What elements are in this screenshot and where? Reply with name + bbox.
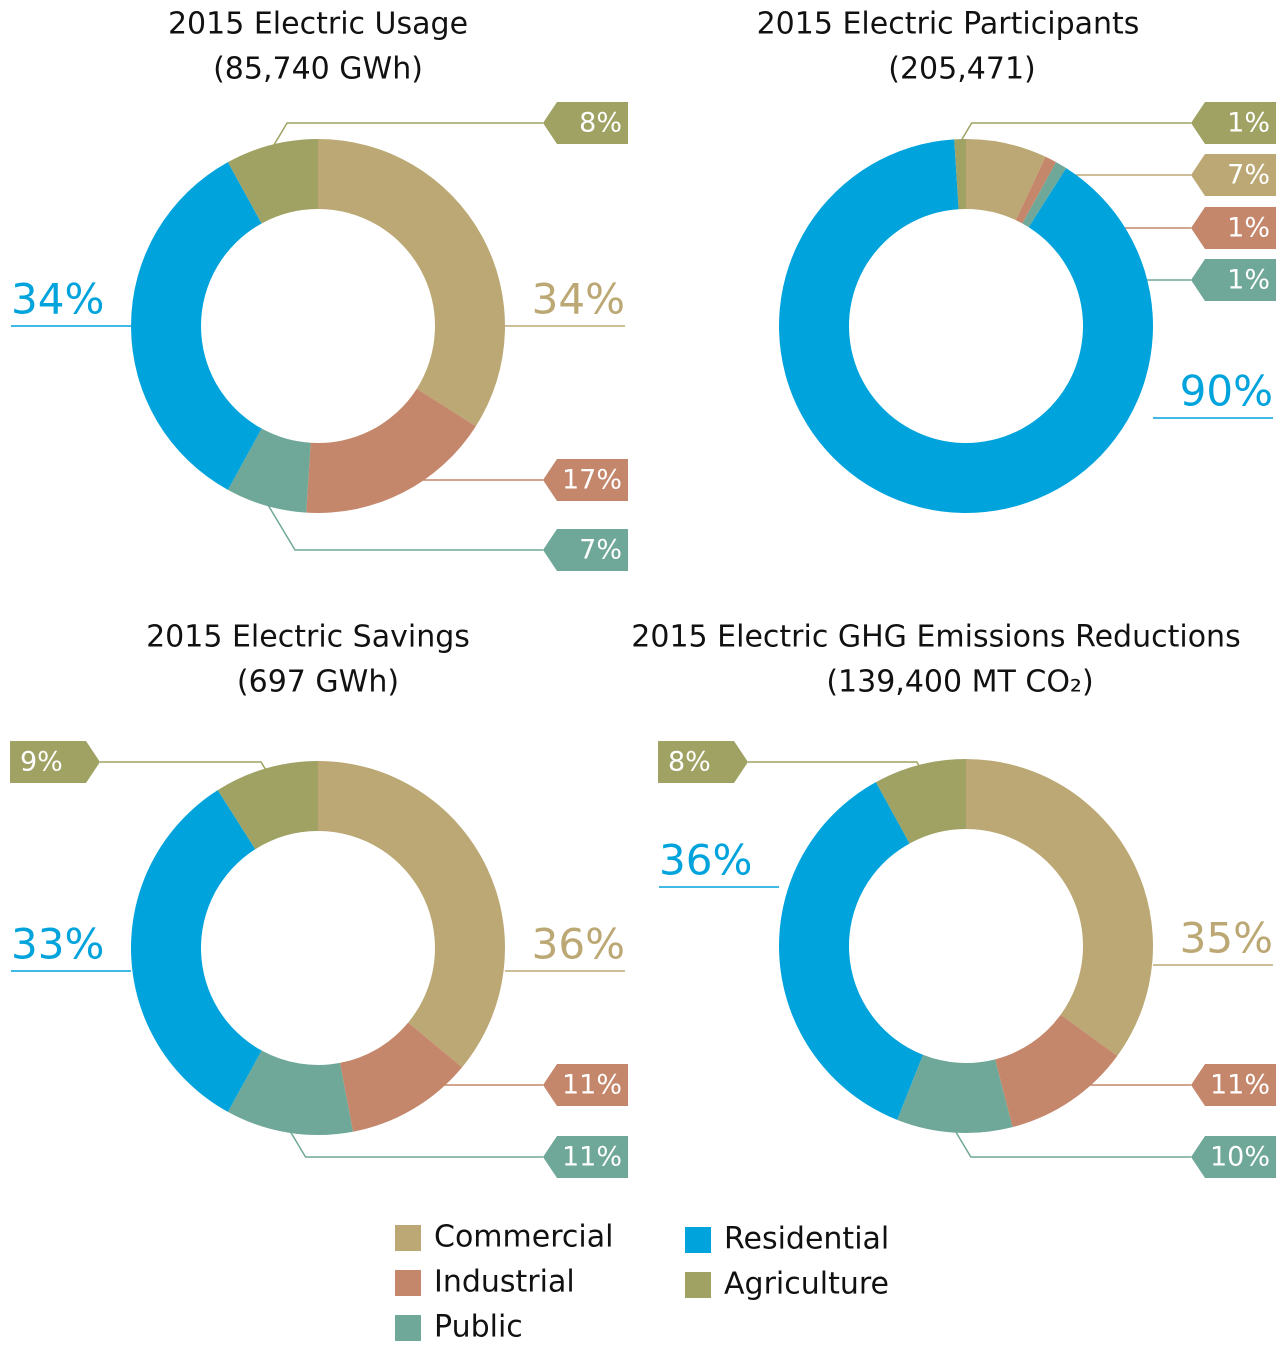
leader-line: [271, 122, 543, 149]
label-flag: [658, 741, 748, 783]
value-label: 8%: [579, 108, 622, 139]
leader-line: [266, 502, 543, 551]
value-label: 1%: [1227, 213, 1270, 244]
donut-slice: [318, 139, 505, 427]
chart-subtitle: (139,400 MT CO₂): [826, 665, 1093, 700]
donut-slice: [875, 759, 966, 844]
donut-slice: [778, 139, 1153, 513]
leader-line: [959, 122, 1191, 143]
label-flag: [1191, 102, 1276, 144]
leader-line: [400, 479, 543, 491]
label-flag: [1191, 154, 1276, 196]
label-flag: [10, 741, 100, 783]
donut-slice: [227, 1050, 354, 1135]
leader-line: [411, 1084, 543, 1107]
legend-label: Industrial: [434, 1265, 575, 1300]
donut-slice: [966, 139, 1046, 221]
leader-line: [1005, 146, 1191, 176]
value-label: 33%: [11, 920, 104, 969]
legend-label: Commercial: [434, 1220, 613, 1255]
value-label: 34%: [532, 275, 625, 324]
donut-slice: [217, 761, 318, 850]
value-label: 34%: [11, 275, 104, 324]
value-label: 90%: [1180, 367, 1273, 416]
legend-swatch: [685, 1272, 711, 1298]
legend-label: Agriculture: [724, 1267, 889, 1302]
value-label: 1%: [1227, 108, 1270, 139]
leader-line: [1068, 1084, 1191, 1099]
donut-slice: [339, 1022, 463, 1132]
label-flag: [1191, 1064, 1276, 1106]
value-label: 36%: [532, 920, 625, 969]
donut-slice: [131, 162, 262, 490]
label-flag: [1191, 259, 1276, 301]
legend-swatch: [395, 1225, 421, 1251]
donut-slice: [779, 782, 923, 1120]
donut-slice: [318, 761, 506, 1068]
chart-subtitle: (85,740 GWh): [213, 52, 423, 87]
label-flag: [543, 1136, 628, 1178]
donut-slice: [227, 139, 318, 224]
donut-slice: [954, 139, 966, 210]
legend-label: Public: [434, 1310, 523, 1345]
value-label: 7%: [1227, 160, 1270, 191]
label-flag: [543, 459, 628, 501]
chart-title: 2015 Electric Usage: [168, 7, 468, 42]
label-flag: [1191, 1136, 1276, 1178]
value-label: 7%: [579, 535, 622, 566]
leader-line: [953, 1129, 1191, 1158]
label-flag: [543, 102, 628, 144]
chart-title: 2015 Electric Savings: [146, 620, 470, 655]
donut-slice: [1022, 162, 1067, 228]
donut-slice: [966, 759, 1154, 1056]
donut-slice: [130, 790, 262, 1112]
value-label: 10%: [1210, 1142, 1270, 1173]
donut-slice: [897, 1054, 1013, 1133]
leader-line: [100, 761, 268, 772]
leader-line: [748, 761, 921, 769]
value-label: 9%: [20, 747, 63, 778]
label-flag: [543, 529, 628, 571]
label-flag: [1191, 207, 1276, 249]
chart-subtitle: (697 GWh): [237, 665, 399, 700]
chart-subtitle: (205,471): [888, 52, 1035, 87]
chart-title: 2015 Electric Participants: [757, 7, 1140, 42]
chart-title: 2015 Electric GHG Emissions Reductions: [631, 620, 1240, 655]
donut-slice: [995, 1014, 1118, 1128]
label-flag: [543, 1064, 628, 1106]
value-label: 8%: [668, 747, 711, 778]
leader-line: [288, 1129, 543, 1158]
donut-slice: [306, 388, 476, 513]
value-label: 11%: [562, 1142, 622, 1173]
donut-slice: [1015, 156, 1057, 224]
value-label: 11%: [562, 1070, 622, 1101]
legend-swatch: [395, 1270, 421, 1296]
value-label: 11%: [1210, 1070, 1270, 1101]
value-label: 1%: [1227, 265, 1270, 296]
value-label: 17%: [562, 465, 622, 496]
value-label: 35%: [1180, 914, 1273, 963]
legend-swatch: [395, 1315, 421, 1341]
donut-slice: [227, 428, 311, 513]
legend-swatch: [685, 1227, 711, 1253]
legend-label: Residential: [724, 1222, 889, 1257]
value-label: 36%: [659, 836, 752, 885]
